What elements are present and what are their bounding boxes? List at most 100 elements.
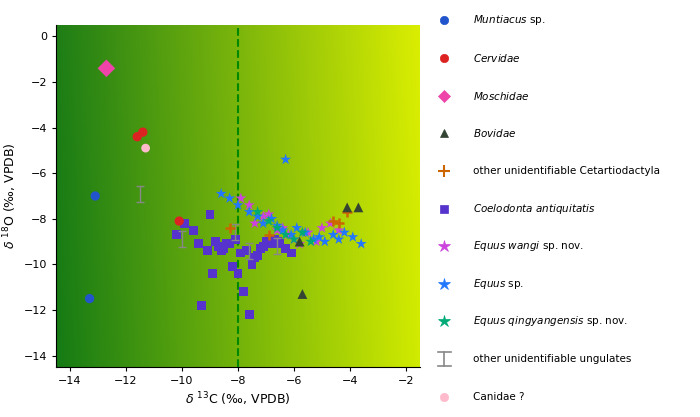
Point (263, 231, 274, 238)
Point (244, 208, 255, 215)
Point (280, 231, 291, 238)
Point (297, 291, 308, 297)
Point (246, 261, 258, 268)
Point (221, 241, 232, 247)
Text: $\it{Bovidae}$: $\it{Bovidae}$ (473, 127, 516, 139)
Point (255, 245, 266, 252)
Point (328, 218, 339, 224)
Point (305, 238, 316, 245)
Point (216, 191, 227, 197)
Point (263, 218, 274, 224)
Point (235, 250, 246, 256)
Point (347, 234, 358, 240)
Point (333, 227, 344, 234)
Point (174, 218, 185, 224)
Point (272, 227, 283, 234)
Point (224, 225, 235, 231)
Point (224, 195, 235, 201)
Point (353, 204, 364, 211)
X-axis label: $\delta$ $^{13}$C (‰, VPDB): $\delta$ $^{13}$C (‰, VPDB) (186, 390, 290, 408)
Point (227, 263, 238, 270)
Text: $\it{Equus}$ $\it{wangi}$ sp. nov.: $\it{Equus}$ $\it{wangi}$ sp. nov. (473, 239, 584, 253)
Point (302, 229, 314, 236)
Text: $\it{Muntiacus}$ sp.: $\it{Muntiacus}$ sp. (473, 13, 545, 28)
Point (252, 213, 263, 220)
Point (84, 295, 95, 302)
Point (266, 216, 277, 222)
Point (266, 241, 277, 247)
Text: Canidae ?: Canidae ? (473, 392, 524, 402)
Point (244, 202, 255, 208)
Point (140, 145, 151, 151)
Text: $\it{Cervidae}$: $\it{Cervidae}$ (473, 52, 521, 64)
Point (232, 270, 244, 277)
Point (319, 238, 330, 245)
Point (286, 231, 297, 238)
Point (272, 225, 283, 231)
Point (202, 247, 213, 254)
Point (272, 222, 283, 229)
Point (249, 220, 260, 227)
Point (193, 241, 204, 247)
Point (238, 289, 249, 295)
Point (216, 247, 227, 254)
Point (132, 133, 143, 140)
Point (328, 231, 339, 238)
Text: other unidentifiable Cetartiodactyla: other unidentifiable Cetartiodactyla (473, 166, 660, 176)
Text: other unidentifiable ungulates: other unidentifiable ungulates (473, 354, 631, 364)
Point (188, 227, 199, 234)
Point (314, 234, 325, 240)
Point (277, 225, 288, 231)
Point (280, 156, 291, 163)
Point (333, 236, 344, 243)
Point (339, 229, 350, 236)
Point (258, 243, 269, 249)
Point (90, 193, 101, 199)
Point (235, 195, 246, 201)
Point (252, 208, 263, 215)
Point (263, 238, 274, 245)
Point (286, 250, 297, 256)
Point (294, 238, 305, 245)
Point (283, 231, 294, 238)
Point (230, 236, 241, 243)
Point (333, 220, 344, 227)
Point (179, 220, 190, 227)
Point (101, 65, 112, 72)
Point (300, 229, 311, 236)
Text: $\it{Coelodonta}$ $\it{antiquitatis}$: $\it{Coelodonta}$ $\it{antiquitatis}$ (473, 201, 596, 216)
Point (207, 270, 218, 277)
Point (218, 245, 230, 252)
Point (308, 236, 319, 243)
Point (196, 302, 207, 309)
Point (288, 236, 300, 243)
Point (249, 254, 260, 261)
Point (210, 238, 221, 245)
Point (294, 241, 305, 247)
Point (288, 236, 300, 243)
Point (232, 202, 244, 208)
Point (297, 229, 308, 236)
Point (171, 231, 182, 238)
Point (260, 238, 272, 245)
Point (272, 238, 283, 245)
Point (252, 252, 263, 259)
Text: $\it{Moschidae}$: $\it{Moschidae}$ (473, 90, 530, 102)
Point (277, 227, 288, 234)
Point (137, 129, 148, 136)
Point (244, 311, 255, 318)
Text: $\it{Equus}$ sp.: $\it{Equus}$ sp. (473, 277, 524, 291)
Point (325, 220, 336, 227)
Point (224, 241, 235, 247)
Point (291, 225, 302, 231)
Point (316, 225, 328, 231)
Point (263, 211, 274, 218)
Point (258, 213, 269, 220)
Point (356, 241, 367, 247)
Text: $\it{Equus}$ $\it{qingyangensis}$ sp. nov.: $\it{Equus}$ $\it{qingyangensis}$ sp. no… (473, 314, 628, 329)
Point (280, 245, 291, 252)
Point (311, 238, 322, 245)
Point (258, 220, 269, 227)
Point (213, 243, 224, 249)
Point (241, 247, 252, 254)
